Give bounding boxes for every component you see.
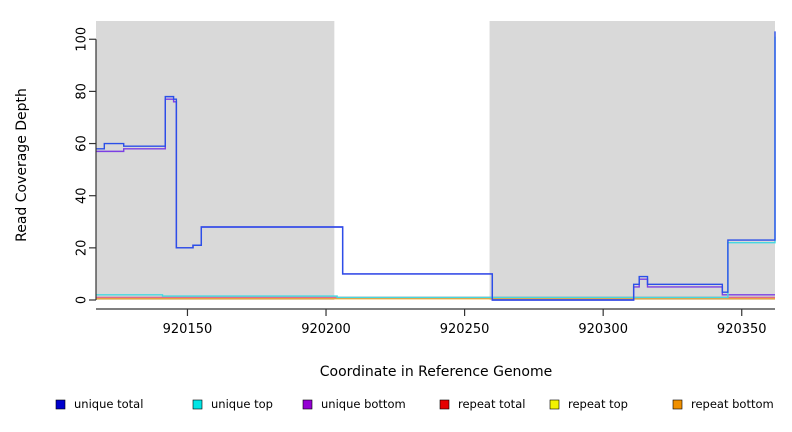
y-tick-label: 0 xyxy=(75,296,90,304)
axes-group: 0 20 40 60 80 100 920150 920200 920250 920300 9203… xyxy=(75,27,775,337)
shaded-region-right xyxy=(489,21,775,300)
x-tick-label: 920250 xyxy=(440,322,490,337)
legend-item-repeat-total[interactable]: repeat total xyxy=(439,397,525,411)
legend-item-unique-top[interactable]: unique top xyxy=(192,397,273,411)
legend-label: unique top xyxy=(211,397,273,411)
y-tick-label: 60 xyxy=(75,135,90,152)
legend-label: repeat top xyxy=(568,397,628,411)
x-tick-label: 920300 xyxy=(578,322,628,337)
legend-item-unique-bottom[interactable]: unique bottom xyxy=(302,397,406,411)
legend-swatch xyxy=(55,399,66,410)
legend-item-unique-total[interactable]: unique total xyxy=(55,397,143,411)
y-tick-label: 20 xyxy=(75,240,90,257)
x-tick-label: 920150 xyxy=(163,322,213,337)
series-group xyxy=(96,31,776,301)
y-axis-title: Read Coverage Depth xyxy=(14,88,30,242)
x-axis-title: Coordinate in Reference Genome xyxy=(320,364,553,380)
legend-label: repeat bottom xyxy=(691,397,774,411)
legend-swatch xyxy=(672,399,683,410)
legend-label: unique total xyxy=(74,397,143,411)
y-tick-label: 40 xyxy=(75,187,90,204)
legend-swatch xyxy=(439,399,450,410)
legend-label: repeat total xyxy=(458,397,525,411)
legend-item-repeat-bottom[interactable]: repeat bottom xyxy=(672,397,774,411)
series-line-unique-total xyxy=(96,31,776,301)
legend-swatch xyxy=(192,399,203,410)
y-tick-label: 100 xyxy=(75,27,90,52)
chart-legend: unique total unique top unique bottom repea… xyxy=(55,397,774,411)
legend-item-repeat-top[interactable]: repeat top xyxy=(549,397,628,411)
shaded-region-left xyxy=(96,21,335,300)
legend-label: unique bottom xyxy=(321,397,406,411)
y-tick-label: 80 xyxy=(75,83,90,100)
plot-panel xyxy=(96,21,775,300)
x-tick-label: 920350 xyxy=(717,322,767,337)
legend-swatch xyxy=(302,399,313,410)
legend-swatch xyxy=(549,399,560,410)
x-tick-label: 920200 xyxy=(301,322,351,337)
